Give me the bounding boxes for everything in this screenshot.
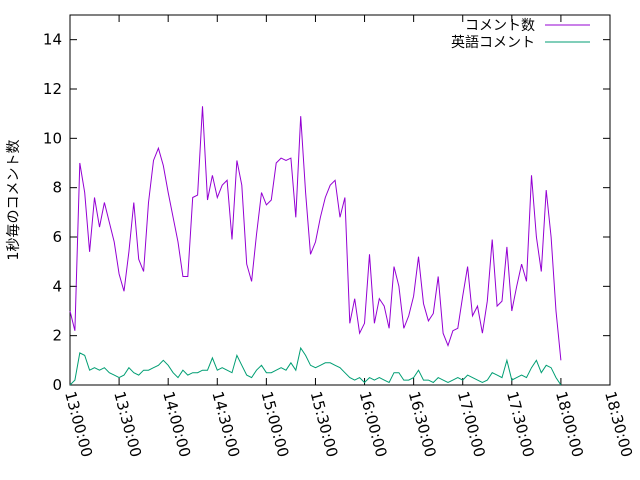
x-tick-label: 18:00:00 xyxy=(552,389,587,459)
series-line-2 xyxy=(69,346,562,386)
y-axis-title: 1秒毎のコメント数 xyxy=(6,140,22,261)
x-axis-ticks: 13:00:00 13:30:00 14:00:00 14:30:00 15:00:00… xyxy=(61,15,636,459)
x-tick-label: 16:00:00 xyxy=(356,389,391,459)
series-lines xyxy=(69,106,562,386)
x-tick-label: 13:00:00 xyxy=(61,389,96,459)
y-axis-ticks: 0 2 4 6 8 10 12 14 xyxy=(43,31,610,394)
x-tick-label: 14:30:00 xyxy=(208,389,243,459)
y-tick-label: 10 xyxy=(43,129,62,147)
x-tick-label: 14:00:00 xyxy=(159,389,194,459)
x-tick-label: 15:00:00 xyxy=(257,389,292,459)
legend-label-2: 英語コメント xyxy=(451,34,535,51)
x-tick-label: 15:30:00 xyxy=(307,389,342,459)
x-tick-label: 18:30:00 xyxy=(601,389,636,459)
y-tick-label: 0 xyxy=(52,376,62,394)
y-tick-label: 2 xyxy=(52,327,62,345)
y-tick-label: 4 xyxy=(52,277,62,295)
x-tick-label: 13:30:00 xyxy=(110,389,145,459)
y-tick-label: 14 xyxy=(43,31,62,49)
legend-label-1: コメント数 xyxy=(465,18,535,34)
x-tick-label: 17:30:00 xyxy=(503,389,538,459)
plot-border xyxy=(69,14,611,386)
plot-frame xyxy=(69,14,611,386)
series-line-1 xyxy=(69,106,562,361)
x-tick-label: 16:30:00 xyxy=(405,389,440,459)
y-tick-label: 12 xyxy=(43,80,62,98)
x-tick-label: 17:00:00 xyxy=(454,389,489,459)
y-tick-label: 6 xyxy=(52,228,62,246)
y-tick-label: 8 xyxy=(52,179,62,197)
